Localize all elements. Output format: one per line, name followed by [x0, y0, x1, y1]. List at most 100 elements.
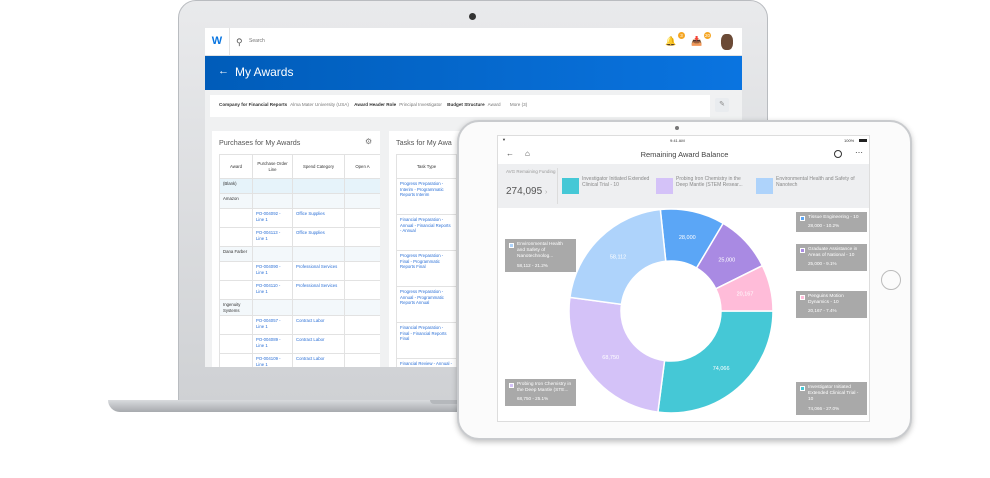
battery-icon	[859, 139, 867, 142]
callout-amount: 74,066	[808, 405, 823, 411]
po-line-link	[252, 193, 293, 209]
slice-callout[interactable]: Graduate Assistance in Areas of National…	[796, 244, 867, 271]
spend-category-link[interactable]: Contract Labor	[292, 315, 345, 336]
task-type-link[interactable]: Progress Preparation - Final - Programma…	[396, 250, 457, 287]
callout-name: Graduate Assistance in Areas of National…	[808, 247, 858, 259]
donut-slice[interactable]	[568, 296, 666, 413]
wifi-icon: ▼	[502, 137, 506, 142]
po-line-link[interactable]: PO-004113 - Line 1	[252, 227, 293, 247]
po-line-link[interactable]: PO-004057 - Line 1	[252, 315, 293, 336]
po-line-link[interactable]: PO-004092 - Line 1	[252, 208, 293, 228]
summary-label: AVG Remaining Funding	[506, 169, 556, 174]
callout-percent: 7.4%	[826, 308, 837, 314]
laptop-camera	[469, 13, 476, 20]
spend-category-link	[292, 178, 345, 194]
home-button[interactable]	[881, 270, 901, 290]
legend-label[interactable]: Environmental Health and Safety of Nanot…	[776, 176, 855, 188]
table-row: Amazon	[219, 193, 380, 209]
column-header[interactable]: Purchase Order Line	[252, 154, 293, 179]
workday-logo[interactable]: W	[211, 35, 223, 47]
purchases-table: Award Purchase Order Line Spend Category…	[219, 154, 380, 367]
po-line-link[interactable]: PO-004090 - Line 1	[252, 261, 293, 281]
slice-callout[interactable]: Penguins Motion Dynamics - 10 20,167 - 7.…	[796, 291, 867, 318]
divider	[557, 168, 558, 204]
avatar[interactable]	[721, 34, 733, 50]
award-cell: (Blank)	[219, 178, 253, 194]
po-line-link[interactable]: PO-004109 - Line 1	[252, 353, 293, 367]
gear-icon[interactable]: ⚙	[365, 137, 373, 146]
task-type-link[interactable]: Financial Preparation - Final - Financia…	[396, 322, 457, 359]
callout-name: Probing Iron Chemistry in the Deep Mantl…	[517, 382, 572, 394]
task-type-link[interactable]: Progress Preparation - Annual - Programm…	[396, 286, 457, 323]
back-arrow-icon[interactable]: ←	[218, 65, 229, 77]
open-amount-cell	[344, 280, 380, 300]
callout-swatch	[800, 248, 805, 253]
po-line-link	[252, 246, 293, 262]
task-type-link[interactable]: Financial Review - Annual - Financial	[396, 358, 457, 367]
open-amount-cell	[344, 193, 380, 209]
summary-value-link[interactable]: 274,095 ›	[506, 186, 547, 197]
laptop-screen: W ⚲ 🔔 3 📥 20 ← My Awards Company for Fin…	[205, 28, 742, 367]
callout-swatch	[800, 386, 805, 391]
chevron-right-icon: ›	[544, 189, 548, 196]
table-row: PO-004057 - Line 1 Contract Labor	[219, 315, 380, 336]
screen-title: Remaining Award Balance	[640, 150, 729, 159]
legend-swatch	[656, 178, 673, 194]
slice-callout[interactable]: Tissue Engineering - 10 28,000 - 10.2%	[796, 212, 867, 233]
task-type-link[interactable]: Progress Preparation - Interim - Program…	[396, 178, 457, 215]
home-icon[interactable]: ⌂	[525, 149, 530, 158]
tablet-nav: ← ⌂ Remaining Award Balance ⋯	[498, 145, 869, 164]
bell-icon[interactable]: 🔔	[665, 36, 677, 46]
po-line-link[interactable]: PO-004110 - Line 1	[252, 280, 293, 300]
inbox-icon[interactable]: 📥	[691, 36, 703, 46]
more-filters-link[interactable]: More (3)	[509, 102, 528, 107]
po-line-link[interactable]: PO-004089 - Line 1	[252, 334, 293, 355]
column-header[interactable]: Open A	[344, 154, 380, 179]
callout-name: Penguins Motion Dynamics - 10	[808, 294, 844, 306]
legend-label[interactable]: Probing Iron Chemistry in the Deep Mantl…	[676, 176, 743, 188]
spend-category-link[interactable]: Office Supplies	[292, 208, 345, 228]
table-header: Award Purchase Order Line Spend Category…	[219, 154, 380, 179]
slice-value-label: 25,000	[718, 257, 735, 263]
slice-callout[interactable]: Investigator Initiated Extended Clinical…	[796, 382, 867, 415]
legend-swatch	[562, 178, 579, 194]
column-header[interactable]: Award	[219, 154, 253, 179]
donut-slice[interactable]	[569, 208, 667, 306]
column-header[interactable]: Spend Category	[292, 154, 345, 179]
table-row: PO-004090 - Line 1 Professional Services	[219, 261, 380, 281]
slice-value-label: 68,750	[602, 355, 619, 361]
spend-category-link	[292, 193, 345, 209]
slice-value-label: 28,000	[679, 235, 696, 241]
page-header: ← My Awards	[205, 56, 742, 90]
filter-bar: Company for Financial Reports Alma Mater …	[210, 95, 710, 117]
search-input[interactable]	[249, 38, 349, 44]
top-bar: W ⚲ 🔔 3 📥 20	[205, 28, 742, 56]
spend-category-link[interactable]: Office Supplies	[292, 227, 345, 247]
divider	[229, 28, 230, 56]
open-amount-cell	[344, 298, 380, 317]
spend-category-link[interactable]: Contract Labor	[292, 353, 345, 367]
spend-category-link	[292, 246, 345, 262]
more-options-icon[interactable]: ⋯	[855, 148, 863, 157]
task-type-link[interactable]: Financial Preparation - Annual - Financi…	[396, 214, 457, 251]
table-row: PO-004110 - Line 1 Professional Services	[219, 280, 380, 300]
slice-callout[interactable]: Probing Iron Chemistry in the Deep Mantl…	[505, 379, 576, 406]
po-line-link	[252, 298, 293, 317]
column-header[interactable]: Task Type	[396, 154, 457, 179]
donut-slice[interactable]	[657, 310, 774, 414]
spend-category-link[interactable]: Professional Services	[292, 280, 345, 300]
notification-badge: 3	[678, 32, 685, 39]
callout-amount: 28,000	[808, 223, 823, 229]
open-amount-cell	[344, 227, 380, 247]
legend-label[interactable]: Investigator Initiated Extended Clinical…	[582, 176, 650, 188]
open-amount-cell	[344, 334, 380, 355]
back-arrow-icon[interactable]: ←	[506, 149, 514, 158]
summary-band: AVG Remaining Funding 274,095 › Investig…	[498, 164, 869, 208]
spend-category-link[interactable]: Contract Labor	[292, 334, 345, 355]
table-row: PO-004089 - Line 1 Contract Labor	[219, 334, 380, 355]
refresh-circle-icon[interactable]	[834, 150, 842, 158]
spend-category-link[interactable]: Professional Services	[292, 261, 345, 281]
edit-pencil-icon[interactable]: ✎	[715, 98, 729, 112]
callout-amount: 68,750	[517, 396, 532, 402]
slice-callout[interactable]: Environmental Health and Safety of Nanot…	[505, 239, 576, 272]
